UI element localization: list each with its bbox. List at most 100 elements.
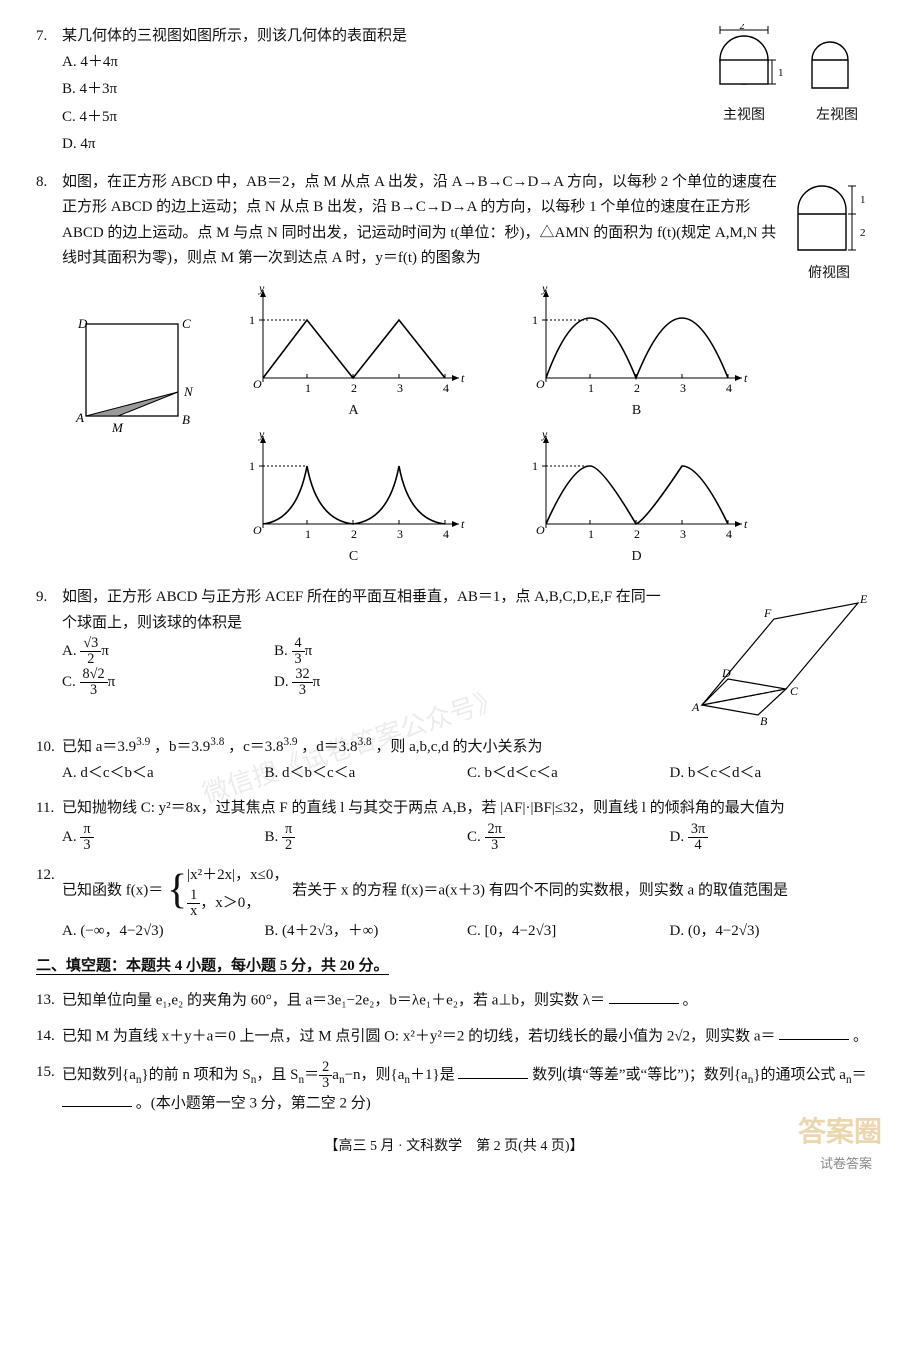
question-7: 2 1 主视图 左视图 7. 某几何体的三视图如图所示，则该几何体的表面积是 A… — [36, 24, 872, 160]
svg-text:B: B — [182, 412, 190, 427]
svg-text:y: y — [258, 282, 265, 295]
dim-label: 2 — [860, 227, 866, 239]
q-text: 已知函数 f(x)＝ { |x²＋2x|，x≤0， 1x，x＞0， 若关于 x … — [62, 863, 872, 919]
q-text: 已知 a＝3.93.9 ，b＝3.93.8 ，c＝3.83.9 ，d＝3.83.… — [62, 735, 872, 761]
q-text: 已知 M 为直线 x＋y＋a＝0 上一点，过 M 点引圆 O: x²＋y²＝2 … — [62, 1024, 872, 1050]
view-caption: 主视图 — [704, 104, 784, 128]
svg-text:2: 2 — [634, 381, 640, 395]
q15-tail: 。(本小题第一空 3 分，第二空 2 分) — [136, 1095, 371, 1111]
q8-plot-c: Oty 1 1234 C — [239, 428, 469, 569]
svg-text:3: 3 — [680, 381, 686, 395]
svg-text:3: 3 — [397, 381, 403, 395]
option-b: B. (4＋2√3，＋∞) — [265, 919, 456, 945]
svg-text:1: 1 — [532, 459, 538, 473]
question-10: 微信搜《试卷答案公众号》 10. 已知 a＝3.93.9 ，b＝3.93.8 ，… — [36, 735, 872, 786]
q8-plot-d: Oty 1 1234 D — [522, 428, 752, 569]
q8-square-figure: D C A B M N — [62, 306, 202, 446]
svg-text:B: B — [760, 714, 768, 725]
svg-text:N: N — [183, 384, 194, 399]
svg-text:C: C — [182, 316, 191, 331]
svg-text:O: O — [536, 523, 545, 537]
option-b: B. π2 — [265, 822, 456, 853]
svg-text:1: 1 — [305, 381, 311, 395]
option-b: B. d＜b＜c＜a — [265, 761, 456, 787]
svg-text:2: 2 — [351, 381, 357, 395]
page-footer: 【高三 5 月 · 文科数学 第 2 页(共 4 页)】 — [36, 1135, 872, 1159]
q-number: 11. — [36, 796, 62, 822]
svg-text:F: F — [763, 606, 772, 620]
option-d: D. 3π4 — [670, 822, 861, 853]
q12-options: A. (−∞，4−2√3) B. (4＋2√3，＋∞) C. [0，4−2√3]… — [36, 919, 872, 945]
svg-text:E: E — [859, 592, 868, 606]
svg-text:2: 2 — [351, 527, 357, 541]
option-a: A. d＜c＜b＜a — [62, 761, 253, 787]
dim-label: 1 — [778, 67, 784, 79]
svg-text:1: 1 — [588, 381, 594, 395]
option-b: B. 43π — [274, 636, 394, 667]
option-c: C. 2π3 — [467, 822, 658, 853]
question-13: 13. 已知单位向量 e₁,e₂ 的夹角为 60°，且 a＝3e₁−2e₂，b＝… — [36, 988, 872, 1014]
choice-tag: B — [522, 399, 752, 423]
svg-text:1: 1 — [249, 459, 255, 473]
svg-text:D: D — [77, 316, 88, 331]
q-number: 15. — [36, 1060, 62, 1117]
q-number: 10. — [36, 735, 62, 761]
option-d: D. (0，4−2√3) — [670, 919, 861, 945]
svg-text:1: 1 — [249, 313, 255, 327]
svg-text:O: O — [253, 377, 262, 391]
svg-text:C: C — [790, 684, 799, 698]
blank-input[interactable] — [62, 1091, 132, 1108]
dim-label: 2 — [739, 24, 745, 32]
q9-figure: A B C D E F — [682, 585, 872, 725]
section-2-header: 二、填空题：本题共 4 小题，每小题 5 分，共 20 分。 — [36, 954, 872, 980]
question-11: 11. 已知抛物线 C: y²＝8x，过其焦点 F 的直线 l 与其交于两点 A… — [36, 796, 872, 852]
q12-tail: 若关于 x 的方程 f(x)＝a(x＋3) 有四个不同的实数根，则实数 a 的取… — [292, 882, 788, 898]
q10-options: A. d＜c＜b＜a B. d＜b＜c＜a C. b＜d＜c＜a D. b＜c＜… — [36, 761, 872, 787]
question-12: 12. 已知函数 f(x)＝ { |x²＋2x|，x≤0， 1x，x＞0， 若关… — [36, 863, 872, 945]
option-a: A. (−∞，4−2√3) — [62, 919, 253, 945]
svg-text:A: A — [691, 700, 700, 714]
option-d: D. 4π — [62, 132, 872, 158]
section-2-title: 二、填空题：本题共 4 小题，每小题 5 分，共 20 分。 — [36, 958, 389, 975]
choice-tag: D — [522, 545, 752, 569]
option-c: C. [0，4−2√3] — [467, 919, 658, 945]
svg-text:A: A — [75, 410, 84, 425]
q-text: 已知单位向量 e₁,e₂ 的夹角为 60°，且 a＝3e₁−2e₂，b＝λe₁＋… — [62, 988, 872, 1014]
view-caption: 俯视图 — [786, 262, 872, 286]
question-8: 1 2 俯视图 8. 如图，在正方形 ABCD 中，AB＝2，点 M 从点 A … — [36, 170, 872, 576]
svg-text:M: M — [111, 420, 124, 435]
q8-plot-a: O t y 1 1 2 3 4 A — [239, 282, 469, 423]
option-a: A. √32π — [62, 636, 262, 667]
svg-text:2: 2 — [634, 527, 640, 541]
q15-text-b: 数列(填“等差”或“等比”)；数列{an}的通项公式 an＝ — [532, 1067, 866, 1083]
svg-text:O: O — [253, 523, 262, 537]
dim-label: 1 — [860, 194, 866, 206]
svg-text:1: 1 — [305, 527, 311, 541]
option-c: C. b＜d＜c＜a — [467, 761, 658, 787]
q-text: 已知数列{an}的前 n 项和为 Sn，且 Sn＝23an−n，则{an＋1}是… — [62, 1060, 872, 1117]
svg-text:1: 1 — [532, 313, 538, 327]
svg-text:3: 3 — [680, 527, 686, 541]
q12-lead: 已知函数 f(x)＝ — [62, 882, 163, 898]
option-c: C. 8√23π — [62, 667, 262, 698]
choice-tag: A — [239, 399, 469, 423]
blank-input[interactable] — [458, 1062, 528, 1079]
svg-text:t: t — [461, 517, 465, 531]
svg-text:4: 4 — [726, 527, 732, 541]
svg-text:D: D — [721, 666, 731, 680]
svg-text:4: 4 — [726, 381, 732, 395]
q7-left-view: 左视图 — [802, 38, 872, 128]
svg-text:y: y — [258, 428, 265, 441]
blank-input[interactable] — [609, 988, 679, 1005]
option-a: A. π3 — [62, 822, 253, 853]
svg-text:4: 4 — [443, 381, 449, 395]
option-d: D. b＜c＜d＜a — [670, 761, 861, 787]
svg-text:O: O — [536, 377, 545, 391]
q-number: 8. — [36, 170, 62, 272]
question-9: A B C D E F 9. 如图，正方形 ABCD 与正方形 ACEF 所在的… — [36, 585, 872, 725]
blank-input[interactable] — [779, 1024, 849, 1041]
q8-top-view: 1 2 俯视图 — [786, 170, 872, 286]
svg-text:t: t — [744, 371, 748, 385]
svg-text:1: 1 — [588, 527, 594, 541]
svg-text:t: t — [461, 371, 465, 385]
